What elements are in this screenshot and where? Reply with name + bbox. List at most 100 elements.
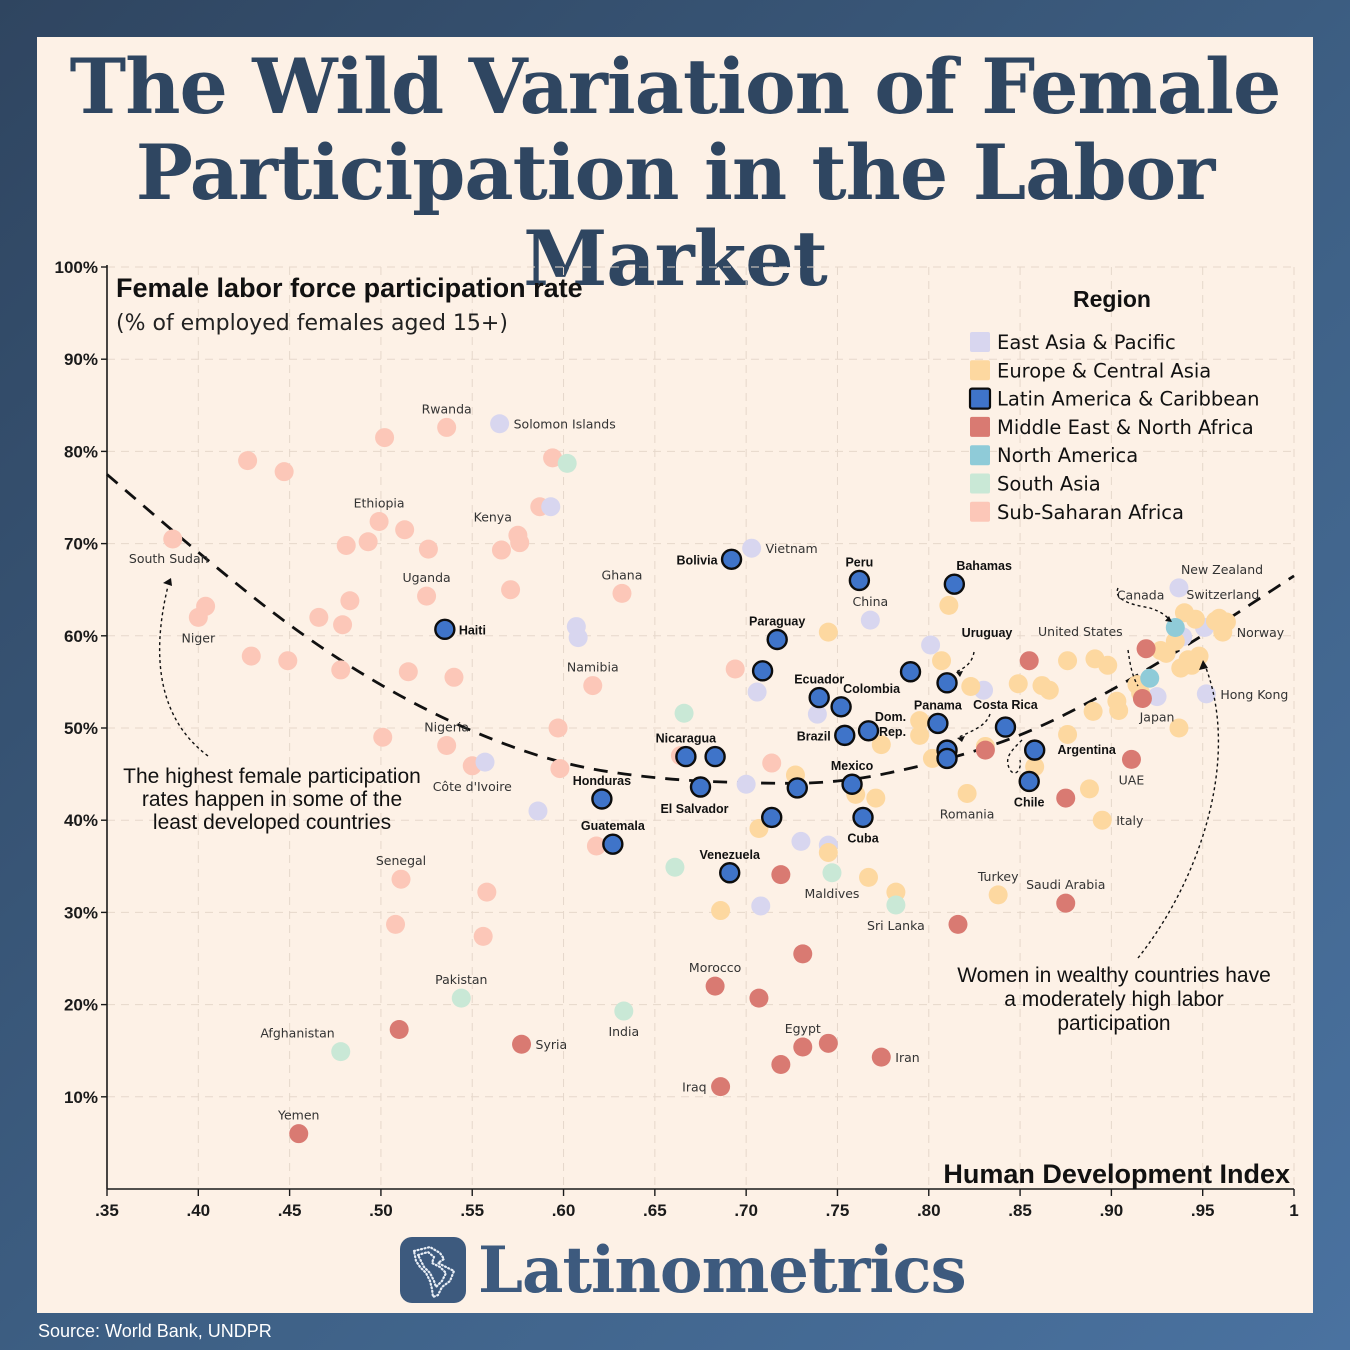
point-label: Ghana [602, 567, 643, 582]
data-point-sa [451, 988, 471, 1008]
data-point-lac [720, 548, 743, 570]
annotation-left-line: The highest female participation [123, 765, 421, 788]
point-label: Japan [1139, 710, 1175, 725]
data-point-eca [1165, 631, 1185, 651]
costa-rica-leader [956, 713, 991, 739]
data-point-eca [1092, 810, 1112, 830]
data-point-mena [705, 976, 725, 996]
x-tick-label: .50 [369, 1201, 393, 1220]
point-label: Peru [845, 555, 873, 569]
y-tick-label: 40% [64, 811, 98, 830]
data-point-ssa [369, 511, 389, 531]
data-point-mena [711, 1077, 731, 1097]
point-label: Panama [914, 698, 963, 712]
x-tick-label: .80 [917, 1201, 941, 1220]
chart-panel [37, 37, 1313, 1313]
data-point-lac [675, 745, 697, 768]
data-point-mena [289, 1124, 309, 1144]
data-point-lac [927, 712, 949, 735]
annotation-left-arrow [159, 585, 209, 757]
data-point-eca [1039, 680, 1059, 700]
data-point-lac [719, 862, 741, 884]
legend-swatch-lac [968, 387, 992, 410]
point-label: Bahamas [956, 559, 1012, 573]
data-point-ssa [333, 615, 353, 635]
data-point-eca [1058, 724, 1078, 744]
point-label: Honduras [573, 774, 631, 788]
legend-label-eap: East Asia & Pacific [997, 331, 1176, 354]
data-point-lac [704, 745, 726, 768]
argentina-leader [1006, 739, 1023, 774]
point-label: Kenya [474, 509, 512, 524]
point-label: Romania [940, 806, 995, 821]
title-line-1: The Wild Variation of Female [69, 42, 1282, 131]
data-point-ssa [358, 532, 378, 552]
legend-label-na: North America [997, 444, 1138, 467]
data-point-ssa [437, 736, 457, 756]
data-point-ssa [340, 591, 360, 611]
data-point-mena [793, 944, 813, 964]
data-point-ssa [473, 926, 493, 946]
data-point-lac [899, 661, 922, 683]
point-label: Uganda [402, 570, 450, 585]
point-label: Senegal [376, 853, 426, 868]
data-point-ssa [375, 428, 395, 448]
data-point-ssa [196, 596, 216, 616]
data-point-lac [857, 720, 880, 742]
point-label: Brazil [797, 729, 831, 743]
point-label: Norway [1237, 625, 1285, 640]
point-label: Dom. [875, 710, 906, 724]
data-point-mena [1056, 788, 1076, 808]
data-point-ssa [437, 417, 457, 437]
y-tick-label: 10% [64, 1088, 98, 1107]
data-point-lac [841, 773, 863, 795]
point-label: Cuba [847, 831, 879, 845]
point-label: Namibia [567, 660, 619, 675]
data-point-ssa [163, 529, 183, 549]
point-label: India [608, 1024, 639, 1039]
data-point-eca [711, 901, 731, 921]
uruguay-leader [955, 651, 975, 673]
data-point-eap [568, 628, 588, 648]
point-label: El Salvador [660, 802, 728, 816]
point-label: Argentina [1058, 743, 1117, 757]
title-line-2: Participation in the Labor Market [135, 128, 1216, 303]
data-point-eca [1083, 701, 1103, 721]
legend-label-sa: South Asia [997, 473, 1101, 496]
y-tick-label: 100% [55, 258, 98, 277]
united-states-leader [1127, 649, 1139, 687]
data-point-lac [689, 776, 712, 798]
point-label: Switzerland [1186, 587, 1259, 602]
point-label: Canada [1117, 587, 1165, 602]
data-point-eca [1109, 700, 1129, 720]
data-point-mena [1056, 893, 1076, 913]
data-point-ssa [491, 540, 511, 560]
data-point-eap [475, 752, 495, 772]
source-note: Source: World Bank, UNDPR [38, 1321, 272, 1341]
data-point-mena [948, 914, 968, 934]
y-tick-label: 70% [64, 535, 98, 554]
point-label: Turkey [977, 869, 1019, 884]
data-point-eap [921, 635, 941, 655]
data-point-eca [859, 867, 879, 887]
data-point-mena [871, 1047, 891, 1067]
data-point-eca [1098, 655, 1118, 675]
point-label: Niger [182, 630, 216, 645]
x-tick-label: .55 [460, 1201, 484, 1220]
point-label: Yemen [277, 1108, 319, 1123]
data-point-mena [771, 865, 791, 885]
data-point-lac [848, 569, 871, 592]
point-label: Nigeria [424, 720, 469, 735]
data-point-ssa [386, 914, 406, 934]
data-point-lac [943, 573, 966, 595]
data-point-mena [389, 1019, 409, 1039]
data-point-eca [910, 711, 930, 731]
x-tick-label: .35 [95, 1201, 119, 1220]
point-label: Ethiopia [354, 495, 405, 510]
point-label: Chile [1014, 795, 1045, 809]
data-point-sa [822, 863, 842, 883]
y-tick-label: 30% [64, 903, 98, 922]
point-label: Uruguay [962, 626, 1013, 640]
data-point-eap [1147, 687, 1167, 707]
